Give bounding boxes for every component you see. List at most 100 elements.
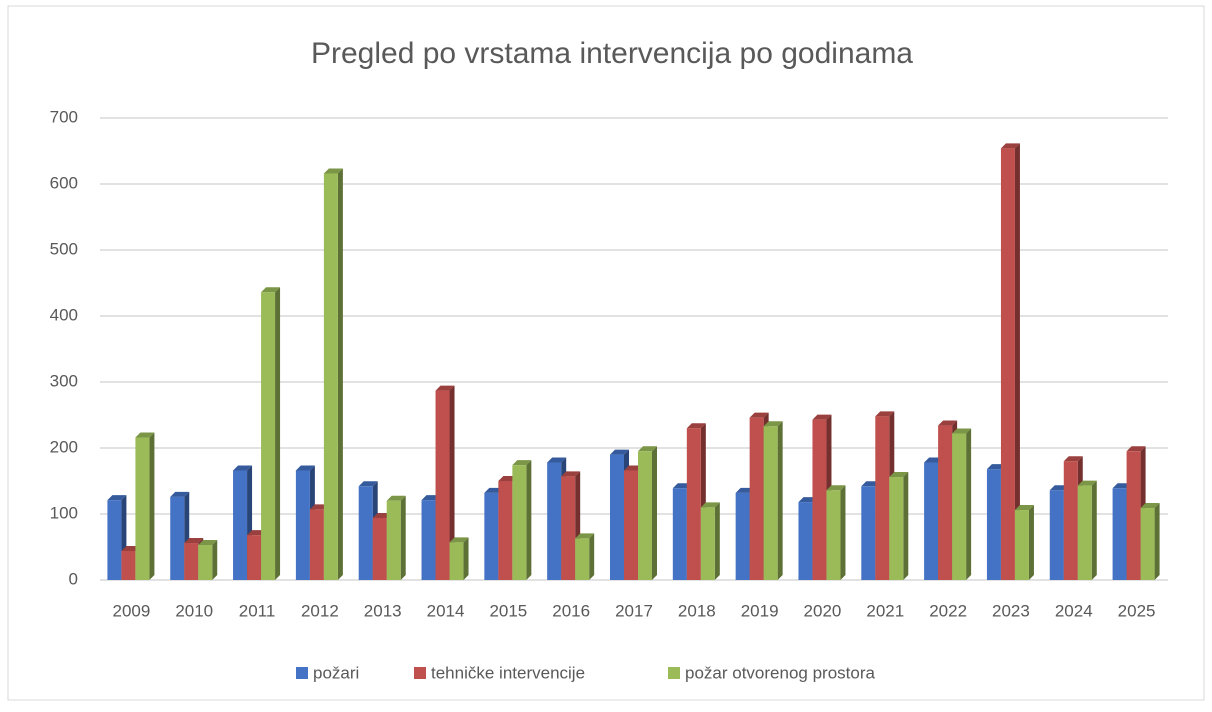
bar <box>1049 490 1064 580</box>
x-tick-label: 2012 <box>301 601 339 620</box>
y-tick-label: 400 <box>50 305 78 324</box>
bar <box>638 451 652 580</box>
bar-side <box>652 446 657 580</box>
x-tick-label: 2023 <box>992 601 1030 620</box>
bar <box>735 492 750 580</box>
bar <box>233 470 248 580</box>
bar-top <box>700 502 720 508</box>
bar-side <box>1091 480 1097 580</box>
bar-top <box>547 457 567 463</box>
x-tick-label: 2025 <box>1118 601 1156 620</box>
x-tick-label: 2013 <box>364 601 402 620</box>
legend-label: požari <box>313 663 359 682</box>
bar <box>323 173 338 580</box>
bar-side <box>337 168 343 580</box>
x-tick-label: 2018 <box>678 601 716 620</box>
bar <box>449 542 464 580</box>
bar-top <box>386 495 406 501</box>
chart-title: Pregled po vrstama intervencija po godin… <box>311 37 913 70</box>
bar-side <box>966 428 972 580</box>
bar <box>561 476 576 580</box>
bar <box>498 481 513 580</box>
bar-side <box>400 495 406 580</box>
bar <box>261 292 276 580</box>
bar-top <box>1126 446 1146 452</box>
x-tick-label: 2009 <box>112 601 150 620</box>
x-tick-label: 2022 <box>929 601 967 620</box>
bar <box>749 417 764 580</box>
bar-side <box>1154 503 1160 580</box>
bar-top <box>107 495 127 501</box>
bar-top <box>1063 456 1083 462</box>
y-tick-label: 100 <box>50 503 78 522</box>
bar-top <box>295 465 315 471</box>
bar-top <box>170 491 190 497</box>
bar-top <box>449 537 469 543</box>
bar-top <box>763 421 783 427</box>
bar-top <box>184 538 204 544</box>
bar-top <box>610 449 629 455</box>
bar <box>309 509 324 580</box>
bar <box>184 543 199 580</box>
bar-side <box>714 502 720 580</box>
x-tick-label: 2024 <box>1055 601 1093 620</box>
bar <box>358 486 373 580</box>
legend-swatch <box>668 667 680 679</box>
legend-label: požar otvorenog prostora <box>685 663 875 682</box>
bar <box>1014 510 1029 580</box>
bar <box>952 433 967 580</box>
bar <box>435 390 450 580</box>
chart-frame <box>7 5 1205 701</box>
bar-top <box>575 533 595 539</box>
y-tick-label: 200 <box>50 437 78 456</box>
bar <box>107 500 122 580</box>
bar-top <box>261 287 281 293</box>
x-tick-label: 2021 <box>866 601 904 620</box>
bar-top <box>889 472 909 478</box>
bar <box>798 502 813 580</box>
bar <box>372 517 387 580</box>
bar <box>295 470 310 580</box>
bar-side <box>1028 505 1034 580</box>
x-tick-label: 2020 <box>804 601 842 620</box>
bar <box>1000 148 1015 581</box>
bar-side <box>463 537 469 580</box>
bar <box>1126 451 1141 580</box>
bar-top <box>952 428 972 434</box>
bar-side <box>149 432 155 580</box>
bar-top <box>233 465 253 471</box>
bar <box>1077 485 1092 580</box>
bar <box>198 545 213 580</box>
bar <box>889 477 904 580</box>
bar <box>1063 461 1078 580</box>
bar <box>686 428 701 580</box>
bar-top <box>435 385 455 391</box>
bar <box>624 470 638 580</box>
bar-top <box>686 423 706 429</box>
bar-side <box>275 287 281 580</box>
bar-top <box>561 471 581 477</box>
bar-top <box>1014 505 1034 511</box>
bar-side <box>1014 143 1020 581</box>
bar <box>924 462 939 580</box>
bar-side <box>840 485 846 580</box>
bar-top <box>938 420 958 426</box>
y-tick-label: 500 <box>50 239 78 258</box>
legend-swatch <box>296 667 308 679</box>
bar <box>875 416 890 580</box>
bar <box>135 437 150 580</box>
bar <box>812 419 827 580</box>
bar <box>547 462 562 580</box>
bar <box>484 492 499 580</box>
bar-top <box>135 432 155 438</box>
bar <box>672 488 687 580</box>
bar-top <box>323 168 343 174</box>
bar-top <box>749 412 769 418</box>
bar-top <box>358 481 378 487</box>
legend-label: tehničke intervencije <box>431 663 585 682</box>
bar-top <box>1000 143 1020 149</box>
bar <box>986 469 1001 580</box>
bar-side <box>589 533 595 580</box>
bar-side <box>449 385 455 580</box>
